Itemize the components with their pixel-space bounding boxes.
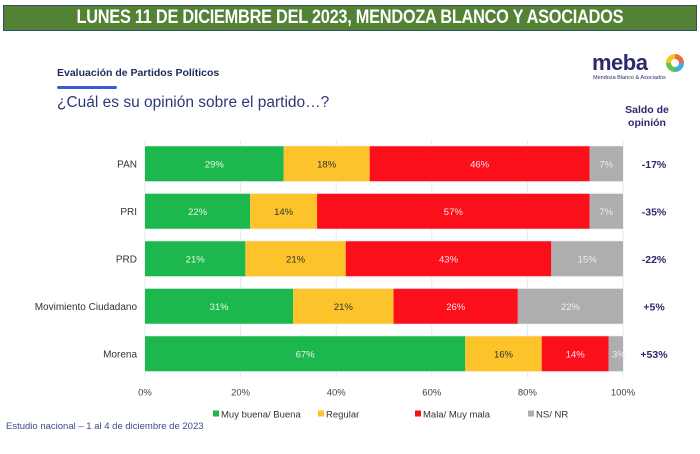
saldo-value: -17% bbox=[642, 159, 667, 171]
bar-segment bbox=[589, 193, 623, 229]
bar-segment bbox=[541, 336, 609, 372]
logo-subtitle: Mendoza Blanco & Asociados bbox=[593, 75, 666, 81]
legend-label: Regular bbox=[326, 410, 359, 421]
data-label: 29% bbox=[205, 159, 225, 170]
data-label: 31% bbox=[210, 302, 230, 313]
data-label: 22% bbox=[561, 302, 581, 313]
bar-segment bbox=[589, 146, 623, 182]
saldo-values: -17% -35% -22% +5% +53% bbox=[640, 159, 668, 361]
saldo-value: +53% bbox=[640, 349, 668, 361]
meba-logo-icon bbox=[666, 54, 684, 72]
legend-swatch bbox=[318, 410, 324, 417]
bar-segment bbox=[317, 193, 590, 229]
data-label: 26% bbox=[446, 302, 466, 313]
logo-wordmark: meba bbox=[592, 50, 648, 75]
category-labels: PAN PRI PRD Movimiento Ciudadano Morena bbox=[35, 159, 138, 360]
data-label: 43% bbox=[439, 254, 459, 265]
data-label: 46% bbox=[470, 159, 490, 170]
data-label: 3% bbox=[612, 349, 626, 360]
saldo-heading: Saldo de opinión bbox=[612, 104, 682, 130]
bar-segment bbox=[145, 241, 246, 277]
category-label: PAN bbox=[117, 159, 137, 170]
data-label: 15% bbox=[578, 254, 598, 265]
data-label: 14% bbox=[566, 349, 586, 360]
category-label: PRI bbox=[120, 207, 137, 218]
meba-logo: meba Mendoza Blanco & Asociados bbox=[592, 50, 692, 86]
x-tick-label: 100% bbox=[611, 388, 636, 399]
bar-segment bbox=[145, 336, 466, 372]
section-underline bbox=[57, 86, 117, 89]
category-label: Morena bbox=[103, 349, 137, 360]
data-label: 22% bbox=[188, 207, 208, 218]
x-axis-ticks: 0% 20% 40% 60% 80% 100% bbox=[138, 388, 636, 399]
data-label: 67% bbox=[296, 349, 316, 360]
bar-segment bbox=[250, 193, 318, 229]
bar-segment bbox=[517, 288, 623, 324]
data-label: 21% bbox=[334, 302, 354, 313]
data-label: 7% bbox=[599, 207, 613, 218]
chart-question: ¿Cuál es su opinión sobre el partido…? bbox=[57, 94, 330, 111]
bar-segment bbox=[145, 288, 294, 324]
bar-segment bbox=[608, 336, 623, 372]
data-label: 57% bbox=[444, 207, 464, 218]
saldo-value: +5% bbox=[643, 301, 665, 313]
bar-segment bbox=[393, 288, 518, 324]
x-tick-label: 0% bbox=[138, 388, 152, 399]
x-tick-label: 40% bbox=[327, 388, 347, 399]
x-tick-label: 20% bbox=[231, 388, 251, 399]
category-label: PRD bbox=[116, 254, 137, 265]
bar-segment bbox=[551, 241, 623, 277]
x-tick-label: 60% bbox=[422, 388, 442, 399]
bar-segment bbox=[283, 146, 370, 182]
legend-swatch bbox=[415, 410, 421, 417]
legend: Muy buena/ Buena Regular Mala/ Muy mala NS/… bbox=[213, 410, 568, 421]
data-label: 21% bbox=[186, 254, 206, 265]
data-label: 18% bbox=[317, 159, 337, 170]
bar-segment bbox=[369, 146, 590, 182]
banner-title: LUNES 11 DE DICIEMBRE DEL 2023, MENDOZA … bbox=[76, 7, 624, 28]
saldo-value: -35% bbox=[642, 206, 667, 218]
legend-swatch bbox=[528, 410, 534, 417]
saldo-heading-line2: opinión bbox=[628, 117, 666, 129]
data-label: 7% bbox=[599, 159, 613, 170]
bar-segment bbox=[145, 146, 284, 182]
x-tick-label: 80% bbox=[518, 388, 538, 399]
footnote: Estudio nacional – 1 al 4 de diciembre d… bbox=[6, 421, 204, 432]
bar-segment bbox=[293, 288, 394, 324]
section-title: Evaluación de Partidos Políticos bbox=[57, 67, 220, 79]
legend-label: Mala/ Muy mala bbox=[423, 410, 491, 421]
legend-swatch bbox=[213, 410, 219, 417]
bar-segment bbox=[345, 241, 552, 277]
bar-segment bbox=[245, 241, 346, 277]
category-label: Movimiento Ciudadano bbox=[35, 302, 138, 313]
header-banner: LUNES 11 DE DICIEMBRE DEL 2023, MENDOZA … bbox=[3, 5, 697, 31]
legend-label: NS/ NR bbox=[536, 410, 568, 421]
saldo-heading-line1: Saldo de bbox=[625, 104, 669, 116]
bars: 29% 18% 46% 7% 22% 14% 57% 7% 21% 21% 43% 15% 31% 21%… bbox=[145, 145, 626, 373]
bar-segment bbox=[145, 193, 251, 229]
data-label: 21% bbox=[286, 254, 306, 265]
data-label: 14% bbox=[274, 207, 294, 218]
bar-segment bbox=[465, 336, 542, 372]
saldo-value: -22% bbox=[642, 254, 667, 266]
data-label: 16% bbox=[494, 349, 514, 360]
legend-label: Muy buena/ Buena bbox=[221, 410, 301, 421]
